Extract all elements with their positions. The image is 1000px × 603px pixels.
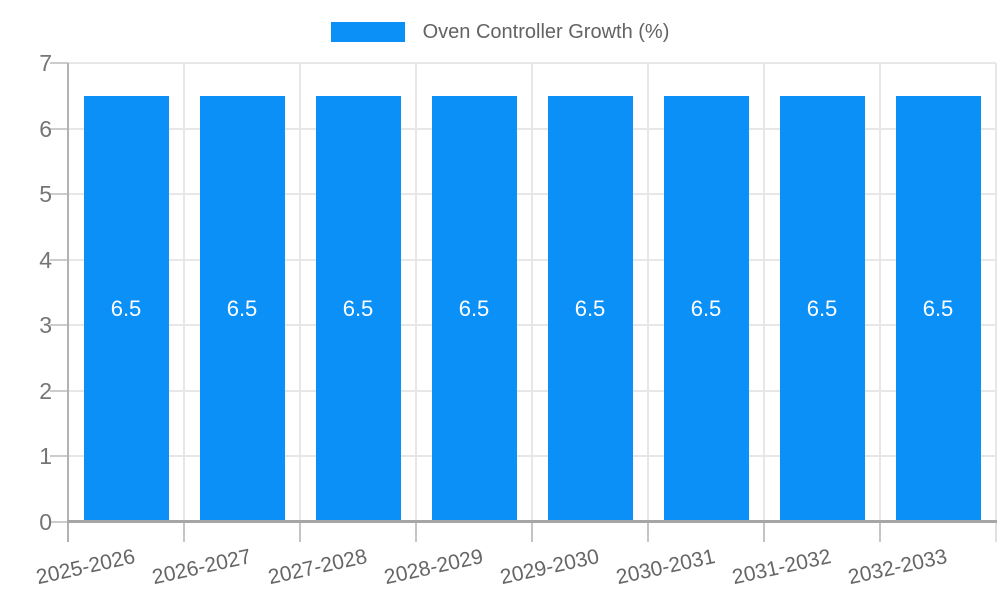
- x-grid-line: [763, 63, 765, 522]
- x-grid-line: [415, 63, 417, 522]
- bar-value-label: 6.5: [458, 295, 490, 321]
- y-axis-label: 3: [39, 312, 52, 338]
- bar-value-label: 6.5: [226, 295, 258, 321]
- y-axis-label: 2: [39, 377, 52, 404]
- bar-value-label: 6.5: [922, 295, 954, 321]
- bar-value-label: 6.5: [110, 295, 142, 321]
- bar[interactable]: [547, 95, 633, 522]
- y-axis-label: 6: [39, 115, 52, 142]
- x-axis-tick: [647, 520, 649, 542]
- bar[interactable]: [431, 95, 517, 522]
- y-axis-tick: [50, 258, 68, 261]
- y-axis-tick: [50, 127, 68, 130]
- bar-value-label: 6.5: [574, 295, 606, 321]
- y-axis-label: 4: [39, 246, 52, 273]
- y-axis-tick: [50, 455, 68, 457]
- x-grid-line: [879, 63, 881, 522]
- bar[interactable]: [779, 95, 865, 522]
- y-axis-label: 0: [39, 508, 52, 535]
- bar-value-label: 6.5: [690, 295, 722, 321]
- legend[interactable]: Oven Controller Growth (%): [0, 22, 1000, 42]
- bar[interactable]: [83, 95, 169, 522]
- legend-swatch: [330, 22, 405, 42]
- x-grid-line: [647, 63, 649, 522]
- x-axis-tick: [183, 520, 185, 542]
- x-grid-line: [183, 63, 185, 522]
- x-axis-tick: [415, 520, 417, 542]
- y-axis-label: 5: [39, 181, 52, 207]
- y-axis-tick: [50, 324, 68, 326]
- legend-label: Oven Controller Growth (%): [422, 21, 670, 43]
- y-axis-tick: [50, 193, 68, 195]
- x-grid-line: [531, 63, 533, 522]
- bar[interactable]: [663, 95, 749, 522]
- y-axis-tick: [50, 62, 68, 64]
- bar[interactable]: [895, 95, 981, 522]
- y-axis-tick: [50, 520, 68, 523]
- x-axis-tick: [299, 520, 301, 542]
- bar-value-label: 6.5: [342, 295, 374, 321]
- x-grid-line: [995, 63, 997, 522]
- y-axis-label: 1: [39, 443, 52, 469]
- bar[interactable]: [315, 95, 401, 522]
- y-axis-line: [67, 63, 69, 542]
- x-axis-tick: [879, 520, 881, 542]
- x-axis-tick: [763, 520, 765, 542]
- x-axis-tick: [995, 520, 997, 542]
- x-axis-baseline: [67, 520, 997, 523]
- bar-value-label: 6.5: [806, 295, 838, 321]
- bar[interactable]: [199, 95, 285, 522]
- y-axis-tick: [50, 389, 68, 392]
- x-axis-tick: [531, 520, 533, 542]
- x-grid-line: [299, 63, 301, 522]
- y-axis-label: 7: [39, 50, 52, 76]
